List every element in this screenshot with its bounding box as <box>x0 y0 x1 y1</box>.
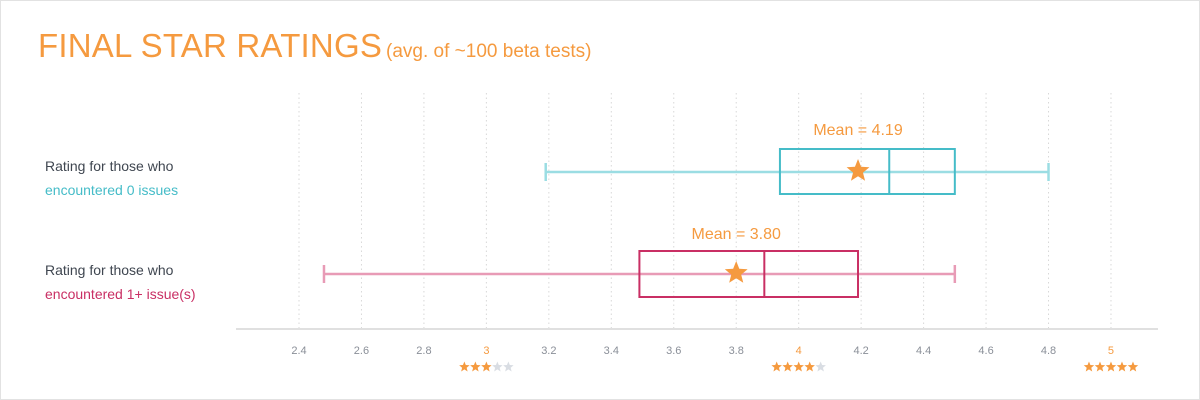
chart-title: FINAL STAR RATINGS (avg. of ~100 beta tes… <box>38 27 591 65</box>
star-filled-icon <box>1083 361 1095 372</box>
star-filled-icon <box>793 361 804 372</box>
star-filled-icon <box>1116 361 1128 372</box>
x-tick-label: 3 <box>483 345 489 357</box>
star-empty-icon <box>503 361 514 372</box>
row-label-line1: Rating for those who <box>45 158 174 174</box>
star-filled-icon <box>804 361 815 372</box>
star-empty-icon <box>815 361 826 372</box>
star-filled-icon <box>470 361 481 372</box>
mean-label: Mean = 3.80 <box>692 226 782 243</box>
x-tick-label: 2.4 <box>291 345 306 357</box>
star-filled-icon <box>782 361 793 372</box>
x-tick-label: 4.6 <box>978 345 993 357</box>
x-tick-label: 4.4 <box>916 345 931 357</box>
star-empty-icon <box>492 361 503 372</box>
x-tick-label: 5 <box>1108 345 1114 357</box>
chart-title-main: FINAL STAR RATINGS <box>38 27 383 64</box>
iqr-box <box>778 148 956 195</box>
row-label-1plus-issues: Rating for those who encountered 1+ issu… <box>45 258 196 306</box>
x-tick-label: 4.8 <box>1041 345 1056 357</box>
x-tick-label: 4 <box>796 345 802 357</box>
star-filled-icon <box>1127 361 1139 372</box>
star-filled-icon <box>771 361 782 372</box>
x-tick-label: 2.6 <box>354 345 369 357</box>
iqr-box <box>638 250 860 298</box>
x-tick-label: 2.8 <box>416 345 431 357</box>
x-tick-label: 3.4 <box>604 345 619 357</box>
mean-label: Mean = 4.19 <box>813 122 903 139</box>
x-tick-label: 3.6 <box>666 345 681 357</box>
star-filled-icon <box>481 361 492 372</box>
x-tick-label: 4.2 <box>853 345 868 357</box>
row-label-0-issues: Rating for those who encountered 0 issue… <box>45 154 178 202</box>
x-tick-label: 3.2 <box>541 345 556 357</box>
star-filled-icon <box>1094 361 1106 372</box>
row-label-line2: encountered 1+ issue(s) <box>45 286 196 302</box>
star-filled-icon <box>1105 361 1117 372</box>
x-tick-label: 3.8 <box>729 345 744 357</box>
mean-star-icon <box>846 159 870 181</box>
mean-star-icon <box>724 261 748 283</box>
row-label-line1: Rating for those who <box>45 262 174 278</box>
row-label-line2: encountered 0 issues <box>45 182 179 198</box>
chart-title-subtitle: (avg. of ~100 beta tests) <box>386 41 592 62</box>
star-filled-icon <box>459 361 470 372</box>
